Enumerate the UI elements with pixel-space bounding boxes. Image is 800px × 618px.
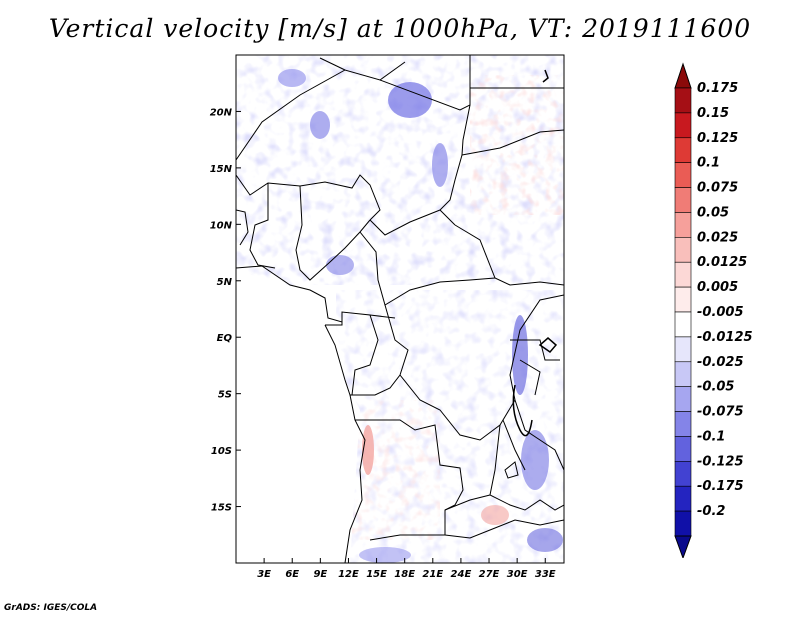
colorbar-swatch — [674, 461, 692, 487]
lat-tick-label: 15S — [211, 503, 232, 514]
colorbar-swatch — [674, 311, 692, 338]
colorbar-swatches — [674, 62, 692, 558]
colorbar-swatch — [674, 485, 692, 512]
colorbar-swatch — [674, 336, 692, 363]
colorbar-top-triangle — [674, 62, 692, 89]
page-title: Vertical velocity [m/s] at 1000hPa, VT: … — [48, 14, 752, 43]
lon-tick-label: 18E — [394, 569, 415, 580]
colorbar-label: 0.175 — [697, 81, 738, 96]
colorbar-label: 0.005 — [697, 280, 738, 295]
colorbar-label: -0.0125 — [697, 330, 753, 345]
colorbar-label: 0.05 — [697, 205, 729, 220]
colorbar-label: 0.075 — [697, 181, 738, 196]
lat-tick-label: 5S — [218, 390, 232, 401]
colorbar-label: -0.005 — [697, 305, 744, 320]
colorbar-swatch — [674, 436, 692, 462]
colorbar-label: 0.025 — [697, 230, 738, 245]
colorbar-label: 0.15 — [697, 106, 729, 121]
colorbar-swatch — [674, 137, 692, 163]
colorbar-swatch — [674, 510, 692, 537]
colorbar-swatch — [674, 286, 692, 313]
colorbar-swatch — [674, 162, 692, 188]
colorbar-label: -0.125 — [697, 454, 744, 469]
lon-tick-label: 21E — [422, 569, 443, 580]
lon-tick-label: 33E — [535, 569, 556, 580]
lon-tick-label: 12E — [338, 569, 359, 580]
lon-tick-label: 24E — [451, 569, 472, 580]
colorbar-swatch — [674, 237, 692, 263]
colorbar-label: -0.1 — [697, 429, 725, 444]
colorbar-swatch — [674, 261, 692, 288]
lon-tick-label: 9E — [313, 569, 327, 580]
lat-tick-label: 5N — [217, 277, 233, 288]
footer-credit: GrADS: IGES/COLA — [4, 603, 98, 613]
field-shading — [236, 55, 564, 563]
lon-tick-label: 30E — [507, 569, 528, 580]
lon-tick-label: 3E — [257, 569, 271, 580]
lat-tick-label: 15N — [210, 164, 233, 175]
latitude-axis: 20N 15N 10N 5N EQ 5S 10S 15S — [210, 107, 241, 514]
colorbar-label: -0.2 — [697, 504, 725, 519]
lon-tick-label: 27E — [479, 569, 500, 580]
colorbar-swatch — [674, 361, 692, 387]
lat-tick-label: EQ — [217, 333, 233, 344]
lat-tick-label: 10S — [211, 446, 232, 457]
colorbar-label: -0.05 — [697, 380, 734, 395]
colorbar-swatch — [674, 411, 692, 437]
lat-tick-label: 10N — [210, 220, 233, 231]
colorbar-labels: 0.175 0.15 0.125 0.1 0.075 0.05 0.025 0.0125 0.0… — [697, 81, 753, 519]
map-canvas[interactable]: 20N 15N 10N 5N EQ 5S 10S 15S 3E 6E 9E 12E 15E 18E 21E… — [0, 0, 800, 600]
lon-tick-label: 15E — [366, 569, 387, 580]
colorbar-swatch — [674, 212, 692, 238]
colorbar-label: -0.025 — [697, 355, 744, 370]
lakes — [512, 69, 558, 437]
colorbar-label: -0.075 — [697, 405, 744, 420]
colorbar: 0.175 0.15 0.125 0.1 0.075 0.05 0.025 0.0125 0.0… — [674, 62, 753, 558]
colorbar-swatch — [674, 112, 692, 139]
colorbar-swatch — [674, 187, 692, 213]
colorbar-swatch — [674, 386, 692, 412]
colorbar-label: 0.1 — [697, 156, 720, 171]
country-borders — [236, 55, 564, 563]
longitude-axis: 3E 6E 9E 12E 15E 18E 21E 24E 27E 30E 33E — [257, 558, 556, 580]
lat-tick-label: 20N — [210, 107, 233, 118]
colorbar-bottom-triangle — [674, 535, 692, 558]
colorbar-swatch — [674, 87, 692, 114]
colorbar-label: 0.0125 — [697, 255, 747, 270]
lon-tick-label: 6E — [285, 569, 299, 580]
map-frame — [235, 54, 565, 564]
colorbar-label: -0.175 — [697, 479, 744, 494]
colorbar-label: 0.125 — [697, 131, 738, 146]
